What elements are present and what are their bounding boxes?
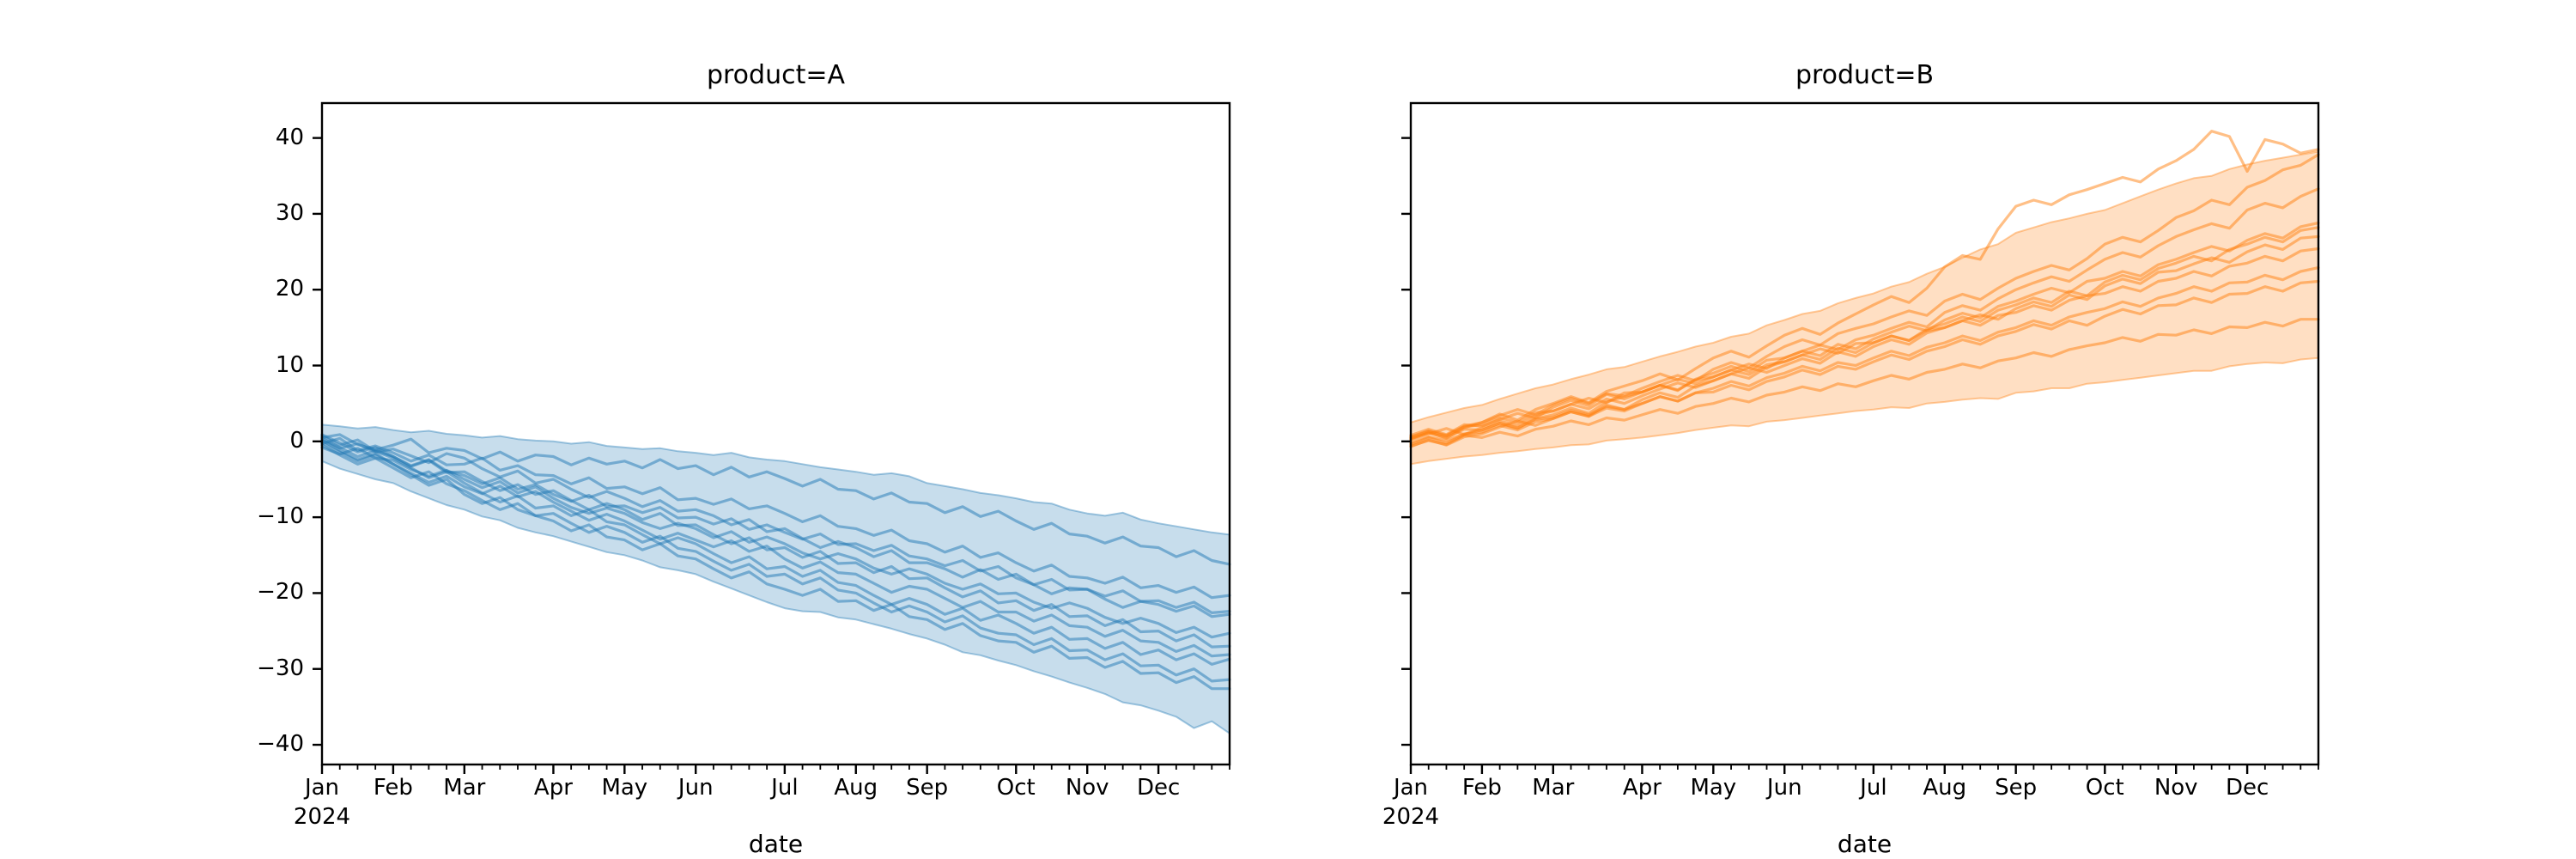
x-tick-label: Jul <box>771 775 799 801</box>
series-line-1-0 <box>1409 130 2320 441</box>
x-tick-label: Dec <box>2225 775 2269 801</box>
x-tick-label: Mar <box>443 775 486 801</box>
x-tick-label: Feb <box>373 775 413 801</box>
y-tick-label: −40 <box>257 731 304 758</box>
x-tick-label: Jan <box>304 775 340 801</box>
subplot-a-title: product=A <box>706 60 846 90</box>
x-tick-label: Aug <box>834 775 878 801</box>
series-line-0-0 <box>320 433 1231 566</box>
series-line-1-2 <box>1409 187 2320 447</box>
y-tick-label: 20 <box>275 276 304 302</box>
x-tick-label: Jun <box>1766 775 1802 801</box>
subplot-a-xaxis-label: date <box>748 830 804 858</box>
series-line-0-4 <box>320 446 1231 639</box>
axes-spines-1 <box>1409 101 2320 766</box>
x-tick-label: Mar <box>1532 775 1575 801</box>
series-line-1-9 <box>1409 318 2320 448</box>
x-tick-label: Apr <box>533 775 573 801</box>
x-tick-label: Jul <box>1860 775 1887 801</box>
series-line-0-7 <box>320 435 1231 667</box>
y-tick-label: 30 <box>275 199 304 226</box>
axes-spines-0 <box>320 101 1231 766</box>
x-tick-label: Dec <box>1136 775 1181 801</box>
series-line-0-8 <box>320 443 1231 683</box>
y-tick-label: 40 <box>275 124 304 150</box>
x-tick-label: May <box>1690 775 1737 801</box>
series-line-0-9 <box>320 439 1231 691</box>
y-tick-label: −10 <box>257 503 304 530</box>
y-tick-label: 0 <box>289 427 304 454</box>
y-tick-label: 10 <box>275 351 304 378</box>
series-line-0-3 <box>320 438 1231 618</box>
series-line-1-8 <box>1409 279 2320 440</box>
y-tick-label: −20 <box>257 579 304 606</box>
subplot-b-xaxis-label: date <box>1837 830 1893 858</box>
x-tick-label: Oct <box>2085 775 2124 801</box>
x-tick-label: Jan <box>1393 775 1429 801</box>
y-tick-label: −30 <box>257 655 304 681</box>
x-tick-label: Apr <box>1622 775 1662 801</box>
x-tick-label: Oct <box>996 775 1036 801</box>
x-tick-label: Jun <box>677 775 714 801</box>
x-tick-label: May <box>601 775 648 801</box>
x-tick-label: Nov <box>2154 775 2198 801</box>
series-line-0-6 <box>320 441 1231 658</box>
series-line-0-1 <box>320 436 1231 600</box>
subplot-b-title: product=B <box>1795 60 1935 90</box>
series-line-1-6 <box>1409 247 2320 439</box>
x-tick-label: Sep <box>906 775 949 801</box>
series-line-1-1 <box>1409 153 2320 439</box>
x-tick-label: Aug <box>1923 775 1967 801</box>
series-line-1-7 <box>1409 266 2320 445</box>
x-tick-label: Nov <box>1065 775 1109 801</box>
x-axis-year-offset: 2024 <box>1382 804 1440 830</box>
x-tick-label: Feb <box>1461 775 1502 801</box>
x-tick-label: Sep <box>1995 775 2038 801</box>
x-axis-year-offset: 2024 <box>293 804 351 830</box>
series-line-0-5 <box>320 436 1231 649</box>
